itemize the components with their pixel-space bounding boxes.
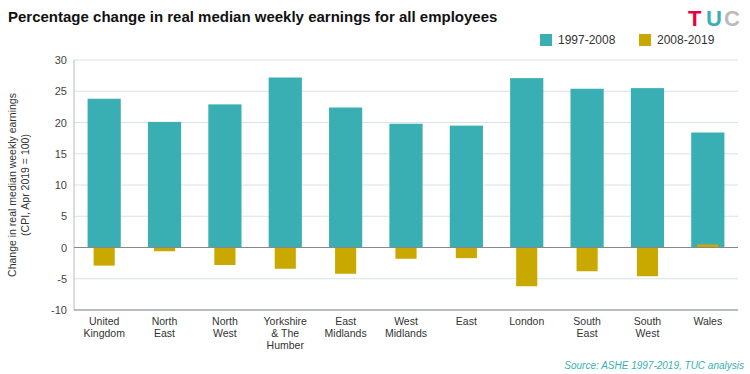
x-tick-label: East bbox=[456, 315, 477, 327]
x-tick-label-line: Wales bbox=[693, 315, 722, 327]
x-tick-label-line: Humber bbox=[267, 339, 305, 351]
x-tick-label-line: West bbox=[213, 327, 237, 339]
y-tick-label: 25 bbox=[55, 85, 67, 97]
bar bbox=[456, 248, 477, 259]
x-tick-label-line: South bbox=[573, 315, 601, 327]
bar bbox=[94, 248, 115, 266]
x-tick-label: SouthWest bbox=[634, 315, 662, 339]
x-tick-label: NorthWest bbox=[212, 315, 238, 339]
x-tick-label: WestMidlands bbox=[385, 315, 427, 339]
x-tick-label-line: & The bbox=[271, 327, 299, 339]
grid-line bbox=[74, 310, 738, 311]
bar bbox=[148, 122, 181, 248]
grid-line bbox=[74, 278, 738, 279]
legend: 1997-2008 2008-2019 bbox=[540, 33, 715, 47]
x-tick-label: UnitedKingdom bbox=[83, 315, 125, 339]
x-tick-label-line: East bbox=[456, 315, 477, 327]
bar bbox=[88, 99, 121, 248]
bar bbox=[570, 89, 603, 248]
y-tick-label: 20 bbox=[55, 117, 67, 129]
grid bbox=[74, 60, 738, 310]
source: Source: ASHE 1997-2019, TUC analysis bbox=[564, 360, 744, 371]
x-tick-label: EastMidlands bbox=[325, 315, 367, 339]
x-tick-label-line: London bbox=[509, 315, 544, 327]
y-tick-label: 0 bbox=[61, 242, 67, 254]
bar bbox=[691, 133, 724, 248]
legend-swatch bbox=[639, 34, 651, 46]
y-tick-label: 5 bbox=[61, 210, 67, 222]
bar bbox=[335, 248, 356, 274]
x-tick-label-line: North bbox=[212, 315, 238, 327]
bar bbox=[516, 248, 537, 287]
x-tick-label-line: East bbox=[577, 327, 598, 339]
x-tick-label-line: Midlands bbox=[385, 327, 427, 339]
y-tick-label: 15 bbox=[55, 148, 67, 160]
zero-line bbox=[74, 247, 738, 248]
y-axis-label-line: (CPI, Apr 2019 = 100) bbox=[19, 134, 31, 236]
y-axis-label-line: Change in real median weekly earnings bbox=[6, 93, 18, 277]
bar bbox=[329, 108, 362, 248]
bar bbox=[395, 248, 416, 259]
x-tick-label-line: North bbox=[152, 315, 178, 327]
logo-letter: C bbox=[724, 6, 740, 31]
x-tick-label-line: East bbox=[335, 315, 356, 327]
bar bbox=[269, 78, 302, 248]
x-axis-line bbox=[74, 310, 738, 311]
x-tick-label-line: Yorkshire bbox=[264, 315, 308, 327]
x-tick-label-line: United bbox=[89, 315, 120, 327]
bar bbox=[510, 78, 543, 247]
x-tick-label-line: South bbox=[634, 315, 662, 327]
x-tick-label: Wales bbox=[693, 315, 722, 327]
title: Percentage change in real median weekly … bbox=[8, 8, 497, 25]
background bbox=[0, 0, 750, 374]
x-tick-label-line: East bbox=[154, 327, 175, 339]
bars bbox=[88, 78, 725, 287]
logo-letter: U bbox=[706, 6, 722, 31]
grid-line bbox=[74, 60, 738, 61]
x-tick-label-line: West bbox=[636, 327, 660, 339]
y-tick-label: 10 bbox=[55, 179, 67, 191]
bar bbox=[208, 104, 241, 247]
chart: Percentage change in real median weekly … bbox=[0, 0, 750, 374]
x-tick-label-line: Kingdom bbox=[83, 327, 125, 339]
legend-label: 1997-2008 bbox=[558, 33, 616, 47]
y-tick-label: -5 bbox=[57, 273, 67, 285]
x-tick-label: SouthEast bbox=[573, 315, 601, 339]
logo-letter: T bbox=[688, 6, 702, 31]
y-axis-label: Change in real median weekly earnings(CP… bbox=[6, 93, 31, 277]
legend-label: 2008-2019 bbox=[657, 33, 715, 47]
y-tick-label: -10 bbox=[51, 304, 67, 316]
bar bbox=[577, 248, 598, 272]
bar bbox=[154, 248, 175, 252]
y-axis-line bbox=[74, 60, 75, 310]
bar bbox=[450, 126, 483, 248]
y-tick-label: 30 bbox=[55, 54, 67, 66]
bar bbox=[631, 88, 664, 247]
bar bbox=[389, 124, 422, 248]
x-tick-label-line: Midlands bbox=[325, 327, 367, 339]
x-tick-label: London bbox=[509, 315, 544, 327]
bar bbox=[637, 248, 658, 277]
x-tick-label: Yorkshire& TheHumber bbox=[264, 315, 308, 351]
x-tick-label-line: West bbox=[394, 315, 418, 327]
bar bbox=[275, 248, 296, 269]
bar bbox=[214, 248, 235, 266]
x-tick-label: NorthEast bbox=[152, 315, 178, 339]
grid-line bbox=[74, 247, 738, 248]
legend-swatch bbox=[540, 34, 552, 46]
